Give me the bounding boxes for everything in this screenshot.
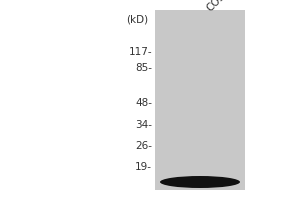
Text: 48-: 48- (135, 98, 152, 108)
Text: (kD): (kD) (126, 14, 148, 24)
Text: 85-: 85- (135, 63, 152, 73)
Bar (155, 10, 245, 190)
Text: 26-: 26- (135, 141, 152, 151)
Ellipse shape (160, 176, 240, 188)
Text: COS7: COS7 (205, 0, 232, 13)
Text: 19-: 19- (135, 162, 152, 172)
Text: 34-: 34- (135, 120, 152, 130)
Text: 117-: 117- (128, 47, 152, 57)
